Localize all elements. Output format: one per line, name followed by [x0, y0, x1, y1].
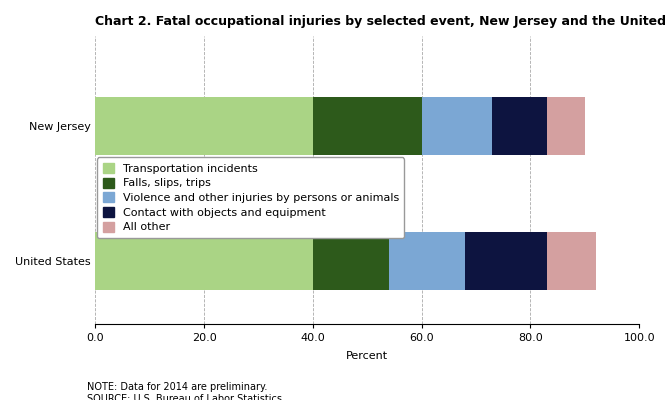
- Bar: [547, 232, 596, 290]
- Bar: [313, 97, 421, 155]
- Bar: [96, 97, 313, 155]
- Bar: [389, 232, 465, 290]
- X-axis label: Percent: Percent: [346, 351, 389, 361]
- Bar: [313, 232, 389, 290]
- Bar: [465, 232, 547, 290]
- Bar: [492, 97, 547, 155]
- Bar: [547, 97, 585, 155]
- Text: SOURCE: U.S. Bureau of Labor Statistics.: SOURCE: U.S. Bureau of Labor Statistics.: [87, 394, 285, 400]
- Legend: Transportation incidents, Falls, slips, trips, Violence and other injuries by pe: Transportation incidents, Falls, slips, …: [97, 158, 404, 238]
- Bar: [96, 232, 313, 290]
- Text: Chart 2. Fatal occupational injuries by selected event, New Jersey and the Unite: Chart 2. Fatal occupational injuries by …: [96, 15, 670, 28]
- Text: NOTE: Data for 2014 are preliminary.: NOTE: Data for 2014 are preliminary.: [87, 382, 267, 392]
- Bar: [421, 97, 492, 155]
